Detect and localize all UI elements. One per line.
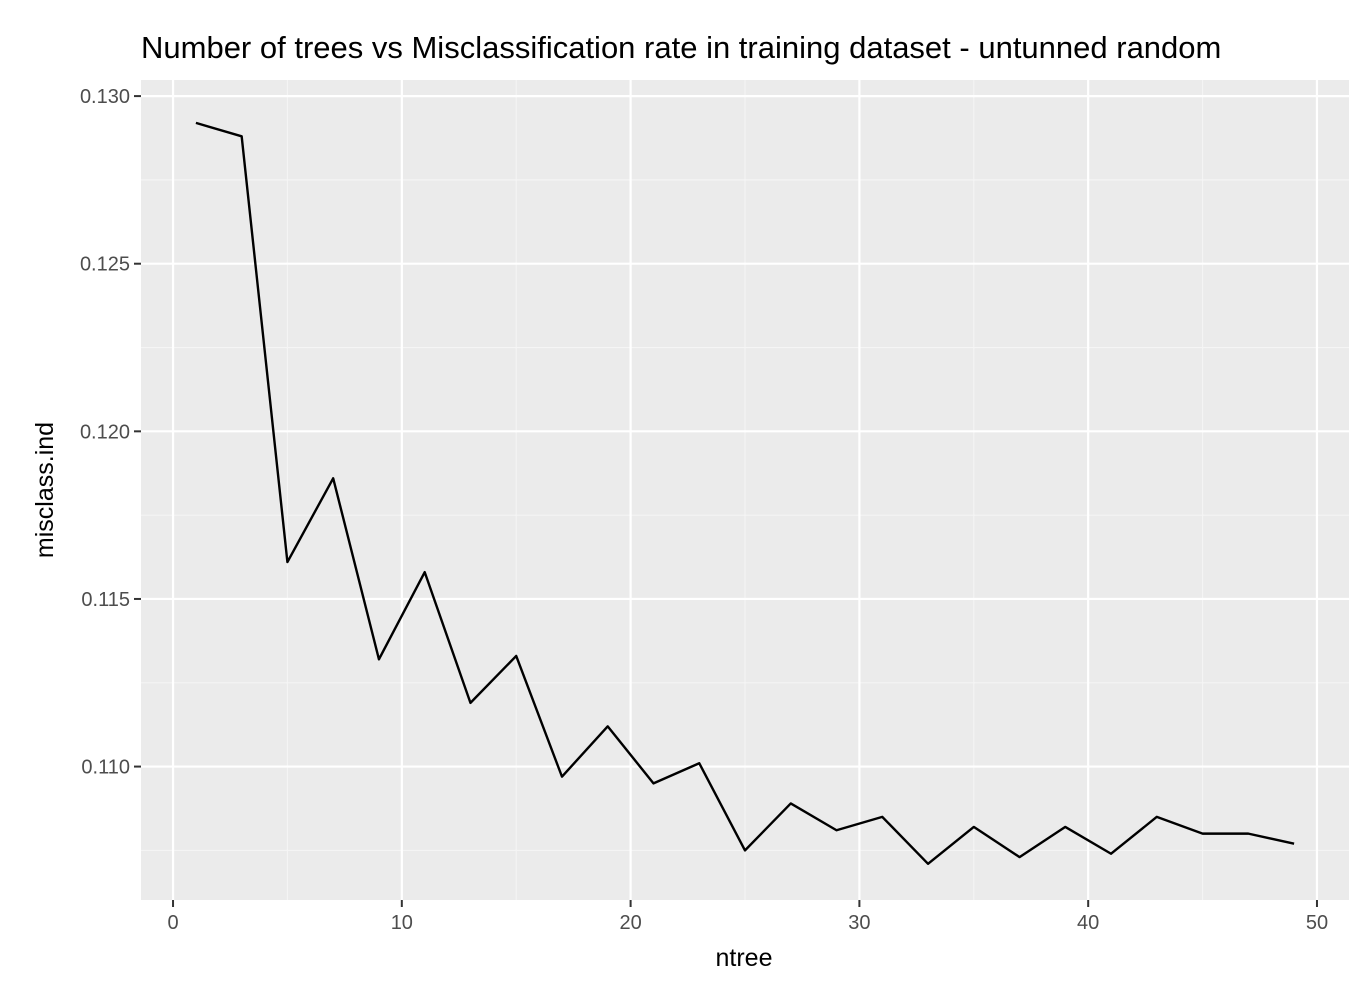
y-tick-label: 0.115: [81, 589, 130, 611]
y-axis-title: misclass.ind: [31, 422, 59, 558]
x-tick-label: 10: [391, 912, 413, 934]
x-axis: 0 10 20 30 40 50: [167, 900, 1328, 934]
y-tick-label: 0.110: [81, 757, 130, 779]
series-line: [195, 121, 1295, 865]
y-tick-label: 0.120: [80, 421, 130, 443]
x-axis-title: ntree: [716, 944, 773, 972]
y-tick-label: 0.130: [80, 86, 130, 108]
x-tick-label: 30: [848, 912, 870, 934]
chart-title: Number of trees vs Misclassification rat…: [141, 30, 1221, 65]
y-axis: 0.110 0.115 0.120 0.125 0.130: [80, 86, 141, 779]
x-tick-label: 20: [619, 912, 641, 934]
x-tick-label: 0: [167, 912, 178, 934]
x-tick-label: 40: [1077, 912, 1099, 934]
major-gridlines: [141, 80, 1349, 900]
x-tick-label: 50: [1306, 912, 1328, 934]
y-tick-label: 0.125: [80, 254, 130, 276]
